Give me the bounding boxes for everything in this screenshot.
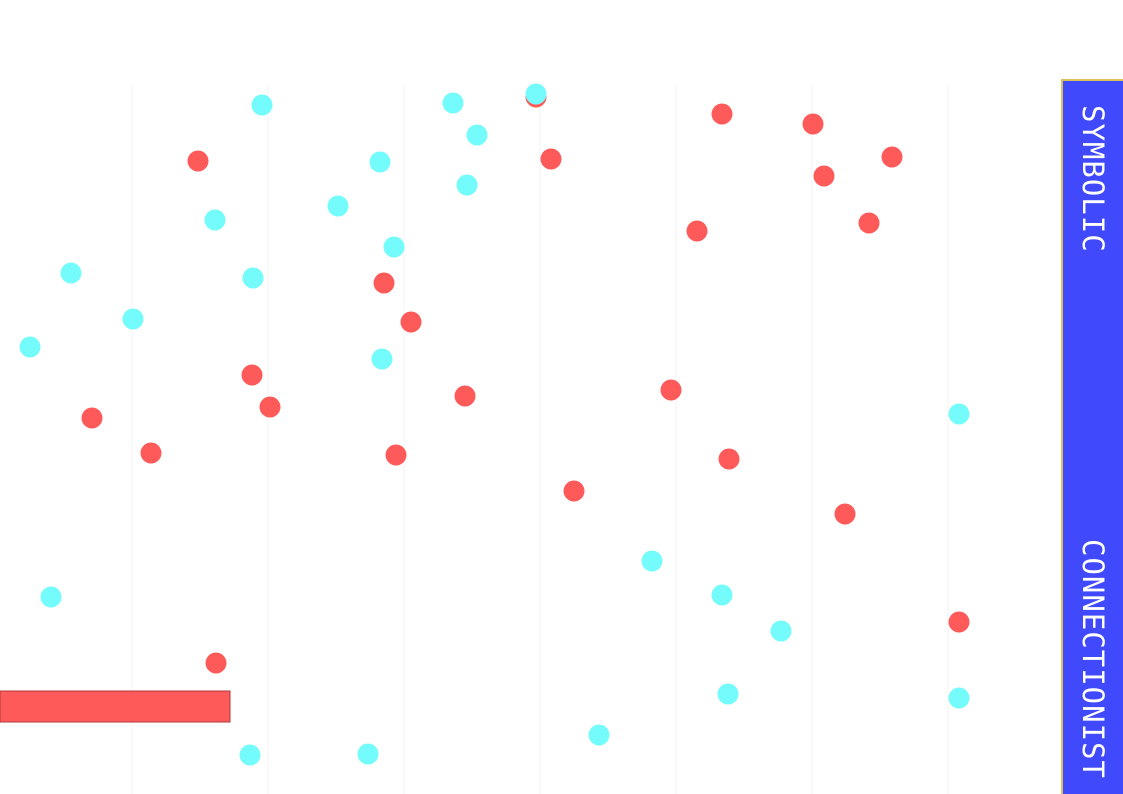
connectionist-dot xyxy=(711,584,733,606)
symbolic-dot xyxy=(802,113,824,135)
symbolic-dot xyxy=(373,272,395,294)
connectionist-dot xyxy=(948,403,970,425)
symbolic-dot xyxy=(81,407,103,429)
connectionist-dot xyxy=(242,267,264,289)
symbolic-dot xyxy=(140,442,162,464)
symbolic-dot xyxy=(563,480,585,502)
connectionist-dot xyxy=(717,683,739,705)
symbolic-dot xyxy=(718,448,740,470)
connectionist-dot xyxy=(122,308,144,330)
symbolic-dot xyxy=(948,611,970,633)
symbolic-dot xyxy=(187,150,209,172)
connectionist-dot xyxy=(371,348,393,370)
level-bar xyxy=(0,690,231,723)
symbolic-dot xyxy=(834,503,856,525)
symbolic-dot xyxy=(241,364,263,386)
symbolic-label: SYMBOLIC xyxy=(1076,105,1110,253)
connectionist-dot xyxy=(466,124,488,146)
connectionist-dot xyxy=(456,174,478,196)
connectionist-dot xyxy=(770,620,792,642)
symbolic-dot xyxy=(385,444,407,466)
connectionist-dot xyxy=(19,336,41,358)
connectionist-dot xyxy=(525,83,547,105)
connectionist-dot xyxy=(357,743,379,765)
connectionist-dot xyxy=(239,744,261,766)
symbolic-dot xyxy=(205,652,227,674)
connectionist-dot xyxy=(327,195,349,217)
connectionist-dot xyxy=(60,262,82,284)
symbolic-dot xyxy=(858,212,880,234)
connectionist-dot xyxy=(40,586,62,608)
symbolic-dot xyxy=(660,379,682,401)
symbolic-dot xyxy=(454,385,476,407)
side-panel: SYMBOLIC CONNECTIONIST xyxy=(1061,79,1123,794)
symbolic-dot xyxy=(711,103,733,125)
symbolic-dot xyxy=(400,311,422,333)
symbolic-dot xyxy=(540,148,562,170)
symbolic-dot xyxy=(813,165,835,187)
connectionist-dot xyxy=(588,724,610,746)
connectionist-dot xyxy=(369,151,391,173)
connectionist-dot xyxy=(383,236,405,258)
connectionist-label: CONNECTIONIST xyxy=(1076,539,1110,779)
connectionist-dot xyxy=(641,550,663,572)
connectionist-dot xyxy=(251,94,273,116)
symbolic-dot xyxy=(686,220,708,242)
connectionist-dot xyxy=(442,92,464,114)
connectionist-dot xyxy=(948,687,970,709)
dot-field xyxy=(0,83,970,794)
symbolic-dot xyxy=(881,146,903,168)
symbolic-dot xyxy=(259,396,281,418)
connectionist-dot xyxy=(204,209,226,231)
